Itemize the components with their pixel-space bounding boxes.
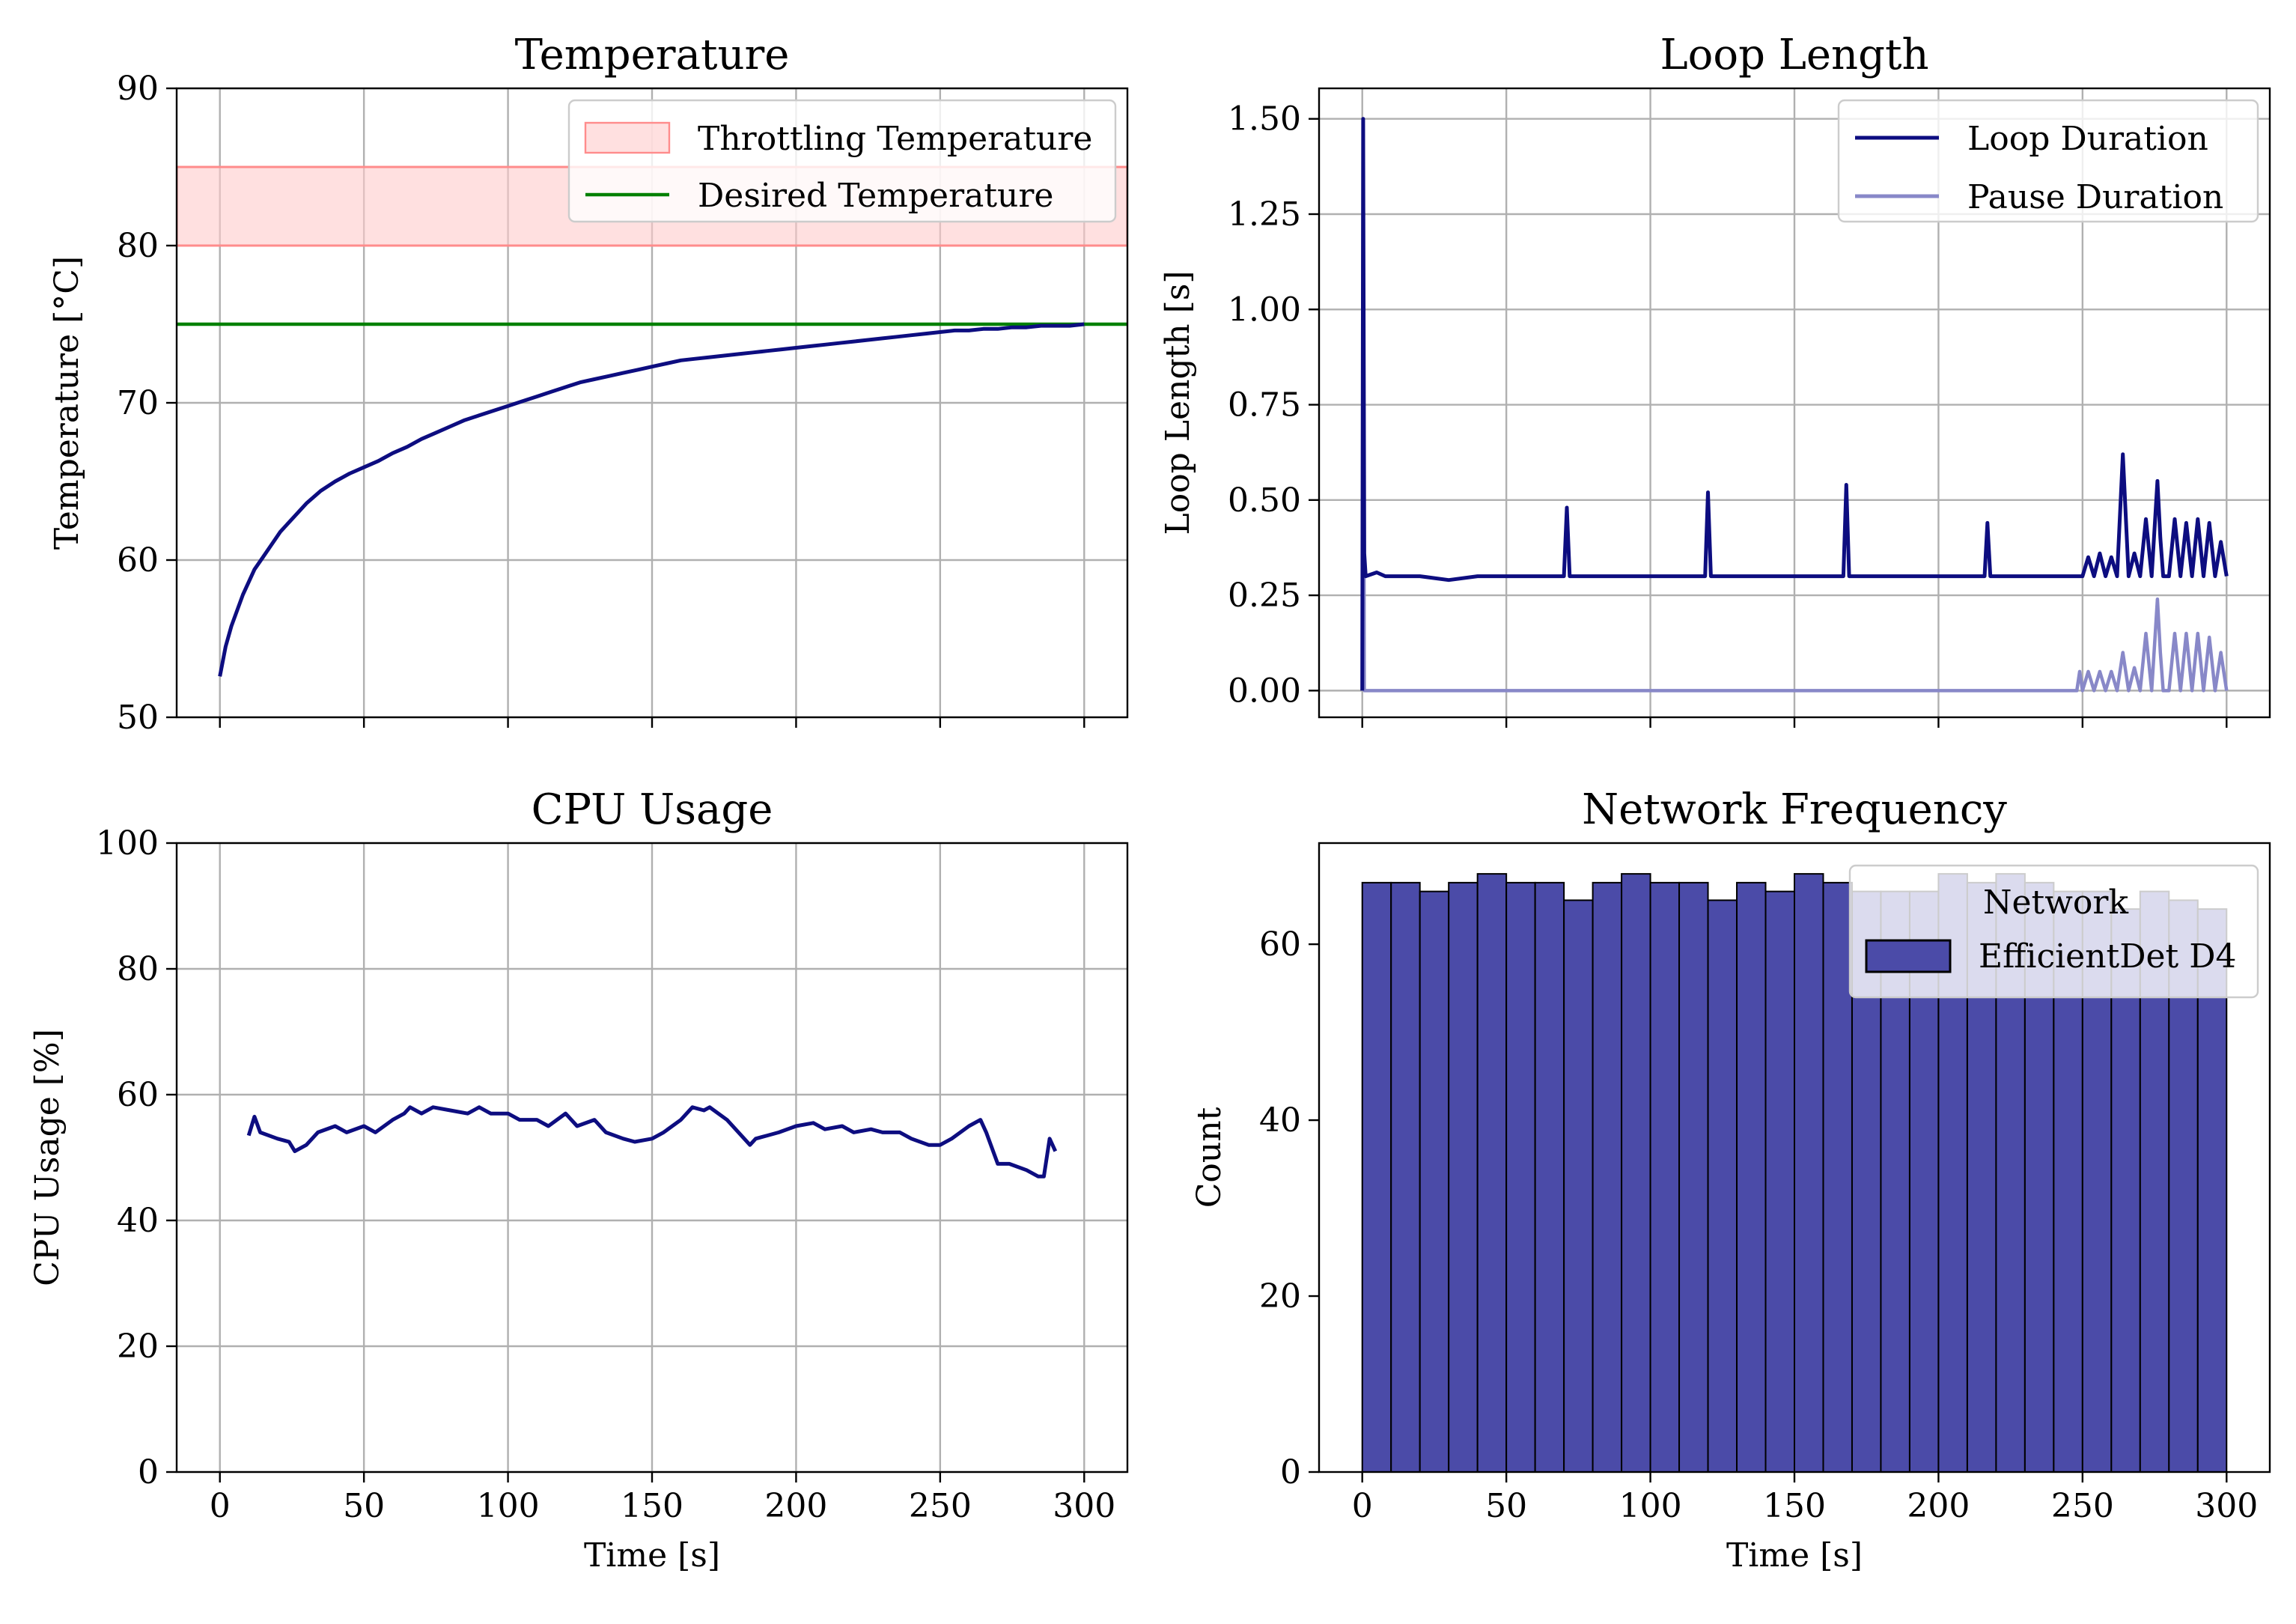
cpu-usage-xtick-label: 300 [1053, 1487, 1115, 1525]
network-frequency-title: Network Frequency [1582, 785, 2007, 834]
temperature-legend: Throttling Temperature Desired Temperatur… [567, 99, 1117, 223]
legend-pause-label: Pause Duration [1967, 178, 2223, 216]
loop-length-ytick-label: 1.50 [1228, 100, 1301, 139]
network-frequency-bar [1621, 873, 1651, 1472]
loop-length-series-1 [1360, 117, 2229, 693]
network-frequency-xtick-label: 150 [1763, 1487, 1826, 1525]
network-frequency-xtick-label: 300 [2195, 1487, 2258, 1525]
cpu-usage-series-0 [246, 1105, 1058, 1179]
legend-efficientdet-swatch [1865, 939, 1952, 973]
legend-throttling-swatch [584, 121, 671, 154]
loop-length-series-0 [1360, 117, 2229, 691]
network-frequency-bar [1736, 881, 1767, 1472]
loop-length-title: Loop Length [1660, 31, 1928, 79]
network-frequency-ytick-label: 40 [1259, 1101, 1301, 1140]
loop-length-ytick-label: 1.00 [1228, 291, 1301, 329]
temperature-series-0 [218, 322, 1085, 677]
loop-length-ytick-label: 0.50 [1228, 481, 1301, 520]
network-frequency-ylabel: Count [1190, 1107, 1228, 1208]
cpu-usage-plot-area [246, 1105, 1058, 1179]
cpu-usage-title: CPU Usage [532, 785, 773, 834]
network-frequency-bar [1794, 873, 1824, 1472]
network-frequency-bar [1764, 890, 1795, 1472]
network-frequency-bar [1390, 881, 1421, 1472]
network-frequency-bar [1563, 899, 1594, 1472]
network-frequency-xlabel: Time [s] [1726, 1536, 1863, 1575]
network-frequency-xtick-label: 200 [1907, 1487, 1970, 1525]
loop-length-legend-frame [1837, 99, 2259, 223]
cpu-usage-xtick-label: 150 [621, 1487, 683, 1525]
legend-throttling-label: Throttling Temperature [698, 120, 1092, 158]
network-frequency-xtick-label: 0 [1352, 1487, 1373, 1525]
cpu-usage-xtick-label: 200 [764, 1487, 827, 1525]
cpu-usage-xtick-label: 50 [343, 1487, 385, 1525]
legend-efficientdet-label: EfficientDet D4 [1979, 937, 2236, 976]
network-frequency-ytick-label: 20 [1259, 1277, 1301, 1316]
network-frequency-bar [1649, 881, 1681, 1472]
loop-length-plot-area [1360, 117, 2229, 693]
network-frequency-bar [1534, 881, 1565, 1472]
temperature-ytick-label: 70 [117, 384, 159, 422]
loop-length-ytick-label: 1.25 [1228, 195, 1301, 234]
network-frequency-bar [1361, 881, 1392, 1472]
network-frequency-xtick-label: 250 [2051, 1487, 2114, 1525]
temperature-ytick-label: 90 [117, 70, 159, 108]
cpu-usage-panel: 0 50 100 150 200 250 300 0 20 40 60 80 100 CPU Usage T… [28, 785, 1129, 1575]
cpu-usage-xlabel: Time [s] [584, 1536, 720, 1575]
cpu-usage-ytick-label: 60 [117, 1076, 159, 1114]
network-frequency-bar [1448, 881, 1479, 1472]
temperature-ytick-label: 60 [117, 541, 159, 580]
network-frequency-bar [1822, 881, 1853, 1472]
cpu-usage-ylabel: CPU Usage [%] [28, 1029, 67, 1286]
network-frequency-bar [2110, 908, 2141, 1472]
temperature-ytick-label: 80 [117, 227, 159, 265]
network-frequency-ytick-label: 0 [1280, 1453, 1301, 1491]
network-frequency-bar [1678, 881, 1709, 1472]
network-frequency-bar [1476, 873, 1508, 1472]
cpu-usage-ytick-label: 20 [117, 1328, 159, 1366]
loop-length-legend: Loop Duration Pause Duration [1837, 99, 2259, 223]
network-legend-frame [1848, 864, 2259, 999]
legend-network-title: Network [1983, 884, 2128, 922]
network-frequency-xtick-label: 50 [1485, 1487, 1527, 1525]
cpu-usage-xtick-label: 0 [210, 1487, 231, 1525]
cpu-usage-ytick-label: 40 [117, 1202, 159, 1240]
network-frequency-bar [1592, 881, 1623, 1472]
loop-length-ytick-label: 0.75 [1228, 386, 1301, 425]
temperature-title: Temperature [515, 31, 790, 79]
loop-length-ytick-label: 0.00 [1228, 672, 1301, 710]
network-frequency-xtick-label: 100 [1619, 1487, 1682, 1525]
legend-desired-label: Desired Temperature [698, 177, 1053, 215]
loop-length-ytick-label: 0.25 [1228, 577, 1301, 615]
network-frequency-bar [2196, 908, 2228, 1472]
temperature-legend-frame [567, 99, 1117, 223]
network-legend: Network EfficientDet D4 [1848, 864, 2259, 999]
cpu-usage-ytick-label: 100 [96, 824, 159, 863]
loop-length-ylabel: Loop Length [s] [1159, 270, 1197, 535]
network-frequency-ytick-label: 60 [1259, 925, 1301, 964]
temperature-ytick-label: 50 [117, 699, 159, 737]
cpu-usage-ytick-label: 0 [138, 1453, 159, 1491]
network-frequency-bar [1505, 881, 1536, 1472]
loop-length-panel: 0.00 0.25 0.50 0.75 1.00 1.25 1.50 Loop Length L… [1159, 31, 2271, 728]
temperature-ylabel: Temperature [°C] [48, 256, 86, 550]
cpu-usage-xtick-label: 100 [477, 1487, 540, 1525]
legend-loop-label: Loop Duration [1967, 120, 2208, 158]
temperature-panel: 50 60 70 80 90 Temperature Temperature [°C] Thr… [48, 31, 1129, 737]
cpu-usage-ytick-label: 80 [117, 950, 159, 988]
network-frequency-panel: 0 50 100 150 200 250 300 0 20 40 60 Network Frequen… [1190, 785, 2271, 1575]
network-frequency-bar [1419, 890, 1450, 1472]
network-frequency-bar [1707, 899, 1738, 1472]
cpu-usage-xtick-label: 250 [909, 1487, 972, 1525]
